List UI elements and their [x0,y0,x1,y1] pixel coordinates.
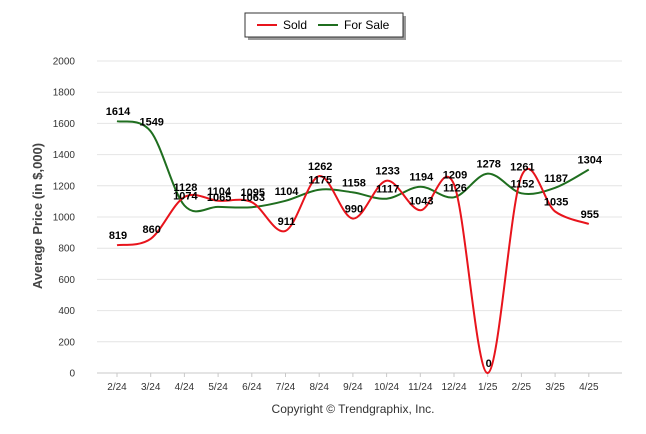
data-label-for-sale: 1104 [275,186,300,198]
x-tick-label: 3/24 [141,382,161,393]
data-labels: 819 860 1128 1104 1095 911 1262 990 1233 1043 1209… [106,106,603,370]
data-label-sold: 860 [143,224,161,236]
y-tick-label: 0 [69,369,75,380]
legend-label-for-sale: For Sale [344,18,390,32]
data-label-for-sale: 1065 [207,192,231,204]
data-label-for-sale: 1074 [173,190,198,202]
data-label-sold: 1035 [544,197,568,209]
y-tick-label: 1800 [53,88,76,99]
data-label-sold: 1043 [409,195,433,207]
data-label-sold: 1104 [207,186,232,198]
data-label-sold: 819 [109,230,127,242]
data-label-for-sale: 1117 [376,184,399,196]
data-label-for-sale: 1304 [578,155,603,167]
data-label-sold: 0 [486,358,492,370]
y-tick-label: 1000 [53,213,76,224]
y-axis-ticks: 0 200 400 600 800 1000 1200 1400 1600 1800 2000 [53,57,76,380]
x-tick-label: 5/24 [208,382,228,393]
data-label-for-sale: 1158 [342,177,366,189]
legend[interactable]: Sold For Sale [244,12,406,40]
x-tick-label: 4/24 [175,382,195,393]
y-tick-label: 2000 [53,57,76,68]
series-lines [116,120,590,375]
y-tick-label: 1400 [53,150,76,161]
x-tick-label: 10/24 [374,382,399,393]
x-tick-label: 6/24 [242,382,262,393]
data-label-for-sale: 1175 [308,175,332,187]
data-label-sold: 1209 [443,169,467,181]
legend-label-sold: Sold [283,18,307,32]
y-axis-label: Average Price (in $,000) [30,143,45,289]
x-tick-label: 8/24 [309,382,329,393]
x-tick-label: 2/25 [512,382,532,393]
y-tick-label: 200 [58,337,75,348]
data-label-sold: 990 [345,204,363,216]
data-label-sold: 911 [278,216,296,228]
data-label-for-sale: 1194 [409,172,434,184]
x-tick-label: 1/25 [478,382,498,393]
data-label-for-sale: 1063 [241,192,265,204]
data-label-sold: 1128 [173,182,197,194]
data-label-for-sale: 1187 [544,173,568,185]
series-line-for-sale [116,120,590,213]
data-label-for-sale: 1614 [106,106,131,118]
copyright-credit: Copyright © Trendgraphix, Inc. [272,402,435,416]
y-tick-label: 1600 [53,119,76,130]
y-tick-label: 600 [58,275,75,286]
data-label-sold: 955 [581,209,599,221]
data-label-for-sale: 1278 [476,159,500,171]
data-label-sold: 1262 [308,161,332,173]
gridlines [97,60,622,343]
data-label-for-sale: 1126 [443,182,467,194]
data-label-for-sale: 1152 [510,178,534,190]
y-tick-label: 1200 [53,181,76,192]
x-tick-label: 3/25 [545,382,565,393]
data-label-for-sale: 1549 [139,116,163,128]
y-tick-label: 400 [58,306,75,317]
x-tick-label: 9/24 [343,382,363,393]
x-tick-label: 4/25 [579,382,599,393]
data-label-sold: 1261 [510,161,534,173]
x-axis-ticks: 2/24 3/24 4/24 5/24 6/24 7/24 8/24 9/24 10/24 11/… [107,373,599,393]
x-tick-label: 2/24 [107,382,127,393]
data-label-sold: 1233 [375,166,399,178]
data-label-sold: 1095 [241,187,265,199]
series-line-sold [116,167,590,375]
x-tick-label: 7/24 [276,382,296,393]
x-tick-label: 11/24 [408,382,433,393]
x-tick-label: 12/24 [441,382,466,393]
y-tick-label: 800 [58,244,75,255]
